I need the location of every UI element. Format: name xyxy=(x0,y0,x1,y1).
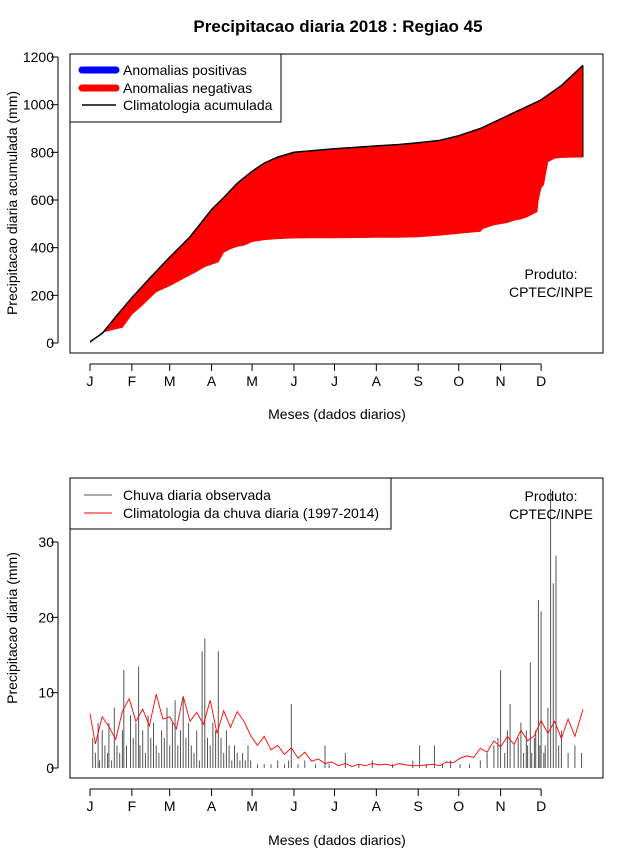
top-xtick-label-11: D xyxy=(536,373,546,389)
top-xtick-label-5: J xyxy=(290,373,297,389)
bot-xtick-label-6: J xyxy=(331,798,338,814)
top-ytick-label-6: 1200 xyxy=(23,49,54,65)
bot-xtick-label-9: O xyxy=(453,798,464,814)
bottom-y-axis-label: Precipitacao diaria (mm) xyxy=(4,552,20,704)
top-legend: Anomalias positivas Anomalias negativas … xyxy=(69,53,282,123)
bot-xtick-label-0: J xyxy=(87,798,94,814)
observed-cumulative-edge xyxy=(89,156,584,344)
bottom-x-axis-label: Meses (dados diarios) xyxy=(268,832,406,848)
top-plot-frame xyxy=(69,53,604,354)
top-xtick-label-2: M xyxy=(164,373,176,389)
bot-ytick-label-2: 20 xyxy=(38,609,54,625)
top-xtick-label-4: M xyxy=(246,373,258,389)
top-ytick-label-1: 200 xyxy=(31,287,55,303)
top-plot-area xyxy=(89,64,584,344)
top-ytick-label-3: 600 xyxy=(31,192,55,208)
bot-xtick-label-8: S xyxy=(414,798,423,814)
bottom-legend: Chuva diaria observada Climatologia da c… xyxy=(69,477,392,530)
top-ytick-label-5: 1000 xyxy=(23,97,54,113)
top-xtick-label-0: J xyxy=(87,373,94,389)
bot-ytick-label-3: 30 xyxy=(38,534,54,550)
top-ytick-label-0: 0 xyxy=(46,335,54,351)
bot-xtick-label-3: A xyxy=(207,798,217,814)
bottom-annotation-line2: CPTEC/INPE xyxy=(509,506,593,522)
top-y-ticks: 0 200 400 600 800 1000 1200 xyxy=(23,49,58,351)
bot-xtick-label-10: N xyxy=(496,798,506,814)
top-y-axis-label: Precipitacao diaria acumulada (mm) xyxy=(4,91,20,315)
top-xtick-label-3: A xyxy=(207,373,217,389)
top-xtick-label-6: J xyxy=(331,373,338,389)
observed-rain-bars xyxy=(92,489,583,768)
top-annotation-line2: CPTEC/INPE xyxy=(509,284,593,300)
bottom-y-axis: 0 10 20 30 xyxy=(38,534,59,776)
bottom-annotation-line1: Produto: xyxy=(525,488,578,504)
top-xtick-label-8: S xyxy=(414,373,423,389)
chart-title: Precipitacao diaria 2018 : Regiao 45 xyxy=(193,17,482,36)
top-x-axis-label: Meses (dados diarios) xyxy=(268,406,406,422)
top-y-axis: 0 200 400 600 800 1000 1200 xyxy=(23,49,59,351)
legend-label-observed: Chuva diaria observada xyxy=(123,487,271,503)
bottom-y-ticks: 0 10 20 30 xyxy=(38,534,58,776)
bot-ytick-label-1: 10 xyxy=(38,685,54,701)
bot-xtick-label-11: D xyxy=(536,798,546,814)
legend-label-positive: Anomalias positivas xyxy=(123,62,247,78)
bottom-plot-area xyxy=(89,489,584,768)
bot-xtick-label-7: A xyxy=(372,798,382,814)
legend-label-climatology: Climatologia acumulada xyxy=(123,97,273,113)
top-xtick-label-9: O xyxy=(453,373,464,389)
top-xtick-label-7: A xyxy=(372,373,382,389)
bot-xtick-label-5: J xyxy=(290,798,297,814)
bot-xtick-label-1: F xyxy=(128,798,137,814)
daily-climatology-line xyxy=(89,694,584,767)
bot-xtick-label-4: M xyxy=(246,798,258,814)
negative-anomaly-area xyxy=(90,65,583,344)
climatology-cumulative-line xyxy=(89,64,584,343)
top-xtick-label-10: N xyxy=(496,373,506,389)
top-ytick-label-4: 800 xyxy=(31,144,55,160)
top-ytick-label-2: 400 xyxy=(31,240,55,256)
bottom-legend-box xyxy=(69,477,392,530)
legend-label-negative: Anomalias negativas xyxy=(123,80,252,96)
top-annotation-line1: Produto: xyxy=(525,266,578,282)
bot-ytick-label-0: 0 xyxy=(46,760,54,776)
bot-xtick-label-2: M xyxy=(164,798,176,814)
top-xtick-label-1: F xyxy=(128,373,137,389)
legend-label-daily-climatology: Climatologia da chuva diaria (1997-2014) xyxy=(123,505,379,521)
